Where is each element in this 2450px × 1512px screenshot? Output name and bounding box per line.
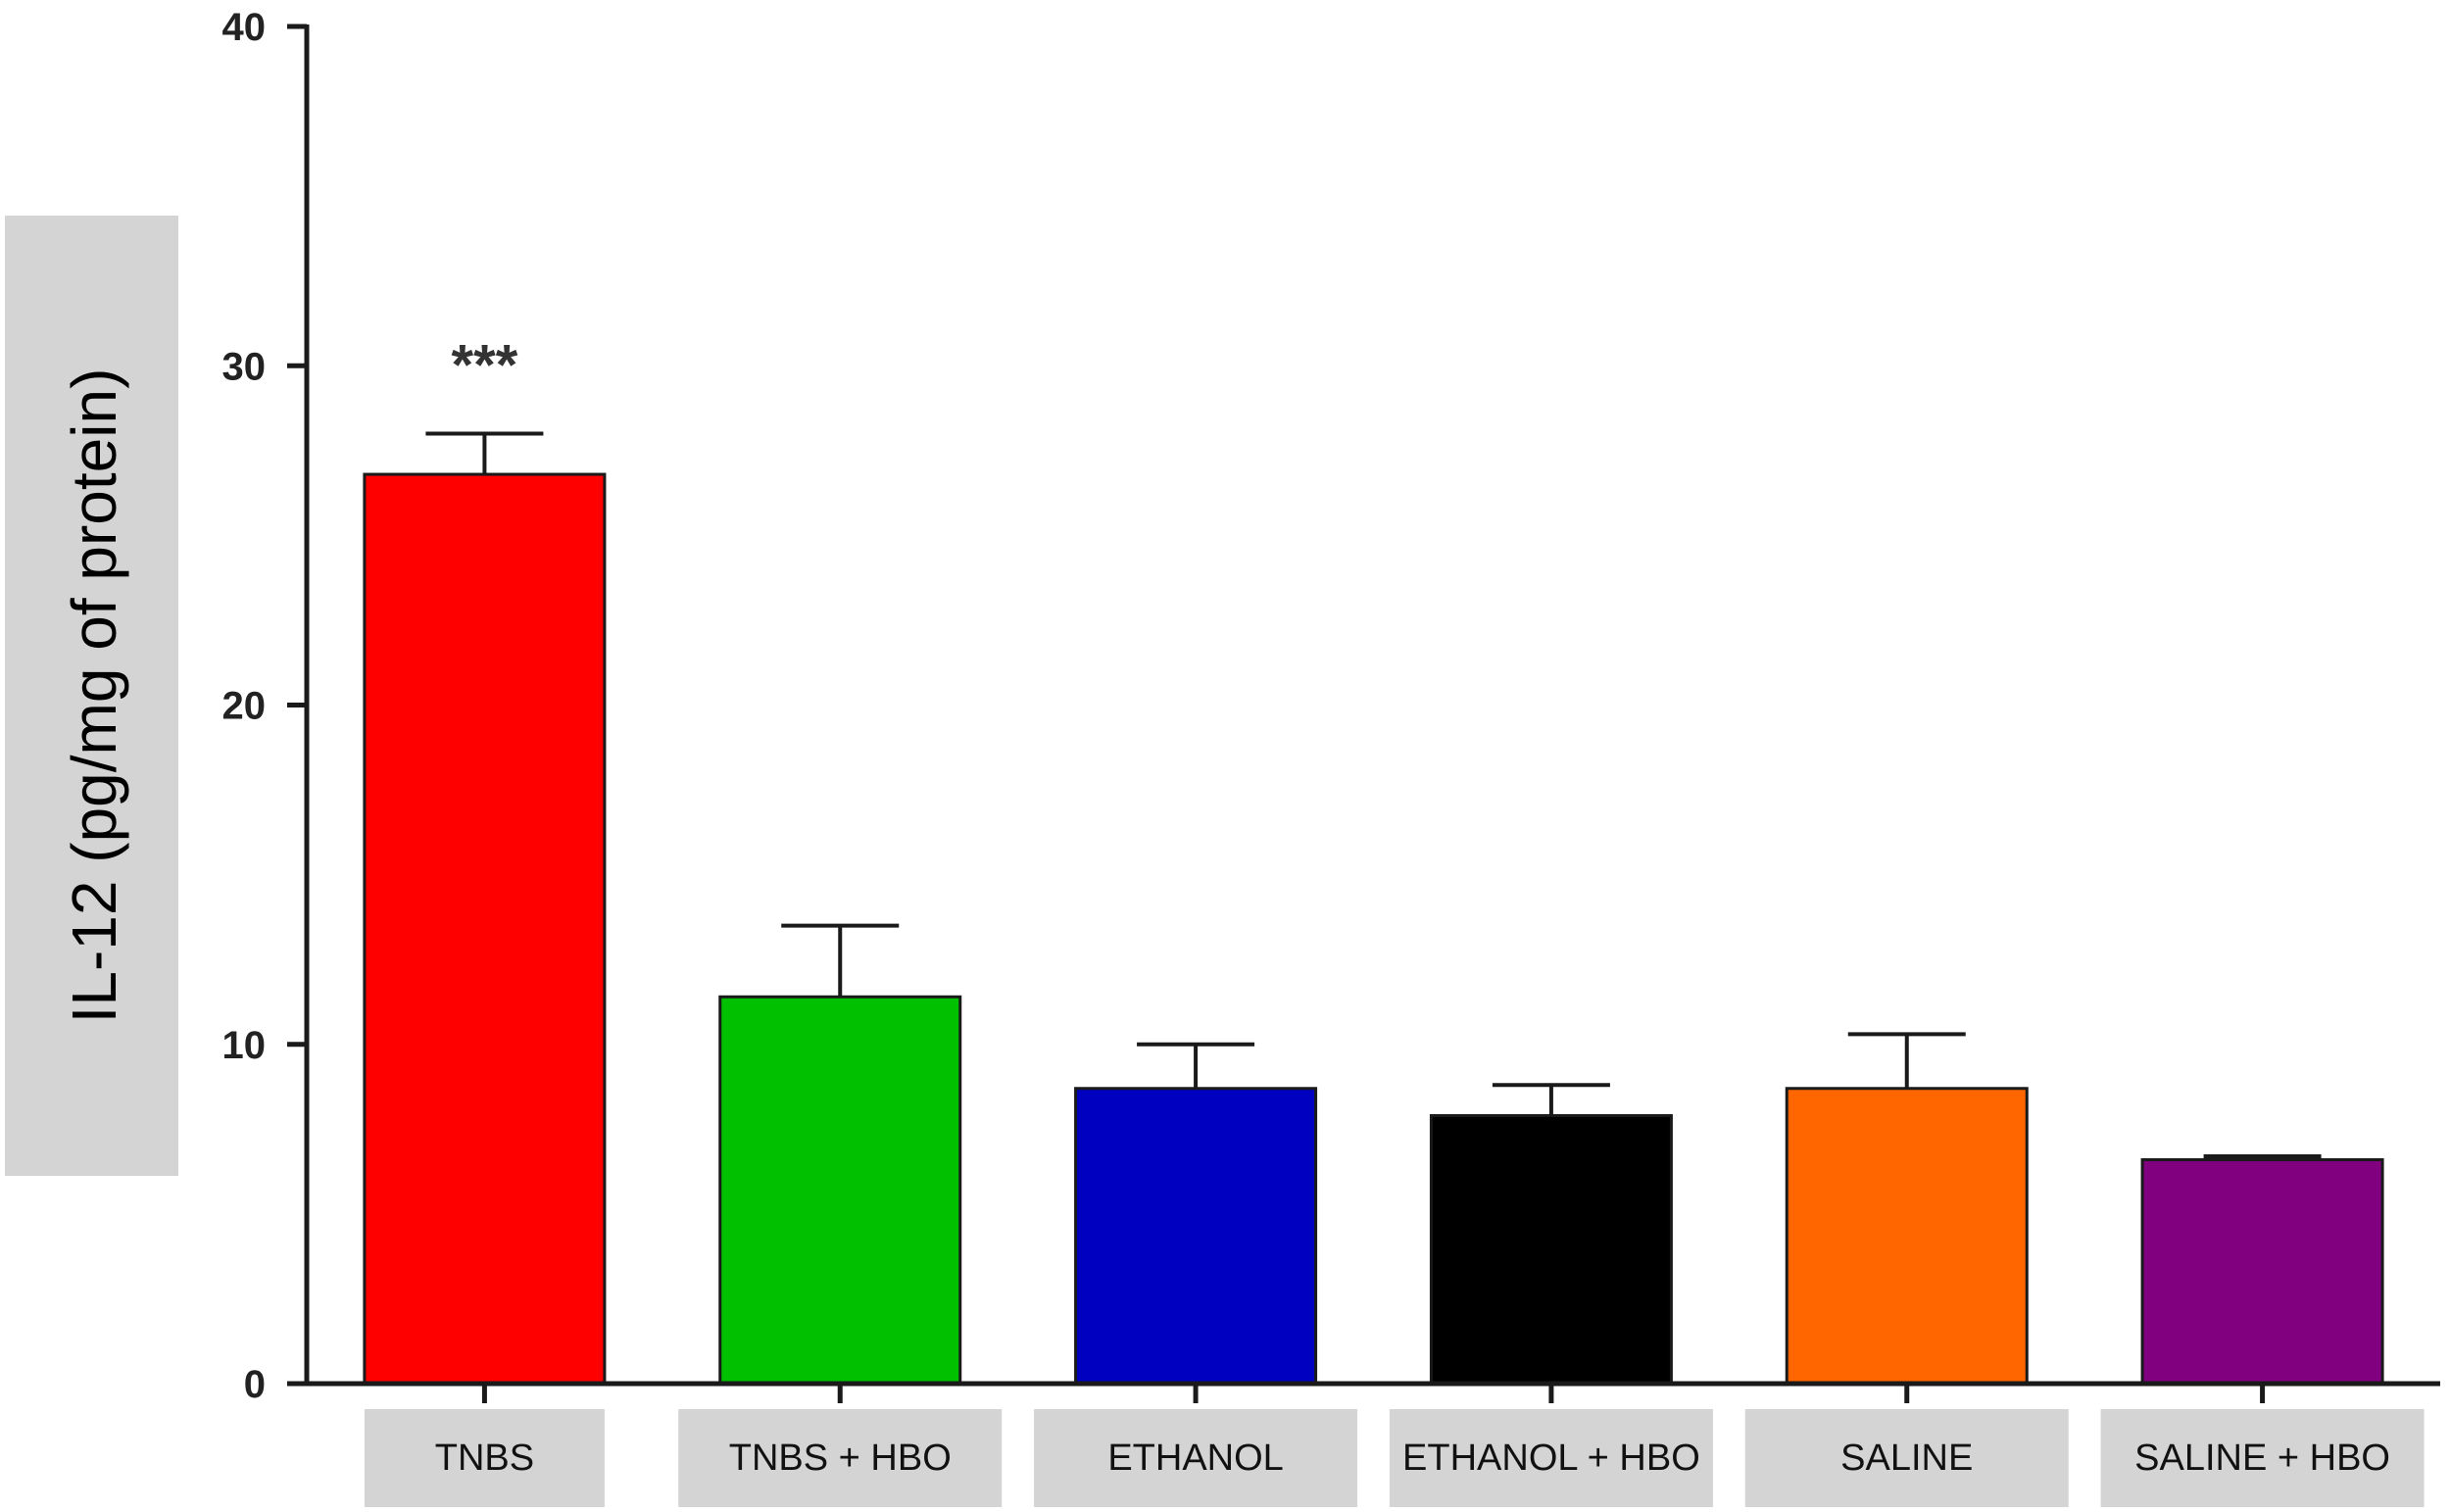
bar <box>2140 1157 2384 1386</box>
bar <box>1074 1087 1318 1386</box>
y-tick-label: 30 <box>222 345 267 388</box>
category-label-box <box>678 1409 1003 1507</box>
category-label-box <box>1744 1409 2069 1507</box>
y-tick-label: 10 <box>222 1024 267 1067</box>
bar <box>1785 1087 2029 1386</box>
bar <box>718 995 962 1386</box>
x-tick-label: TNBS <box>435 1438 534 1479</box>
y-tick-label: 0 <box>244 1363 266 1406</box>
x-tick-label: ETHANOL + HBO <box>1402 1438 1700 1479</box>
x-tick-label: ETHANOL <box>1107 1438 1283 1479</box>
labels: 0 10 20 30 40 TNBS TNBS + HBO ETHANOL ETHANOL + … <box>222 6 2390 1479</box>
x-tick-label: SALINE <box>1840 1438 1973 1479</box>
bars <box>363 431 2384 1386</box>
x-tick-label: TNBS + HBO <box>729 1438 952 1479</box>
y-tick-label: 20 <box>222 685 267 728</box>
bar <box>363 472 607 1386</box>
y-axis-label: IL-12 (pg/mg of protein) <box>59 368 129 1024</box>
x-tick-label: SALINE + HBO <box>2134 1438 2390 1479</box>
axes <box>287 24 2440 1403</box>
category-label-box <box>1389 1409 1713 1507</box>
bar <box>1429 1113 1673 1386</box>
ylabel-background <box>5 216 178 1176</box>
y-tick-label: 40 <box>222 6 267 49</box>
category-label-box <box>364 1409 605 1507</box>
category-label-backgrounds <box>364 1409 2425 1507</box>
category-label-box <box>2100 1409 2425 1507</box>
significance-marker: *** <box>452 334 518 398</box>
category-label-box <box>1034 1409 1358 1507</box>
